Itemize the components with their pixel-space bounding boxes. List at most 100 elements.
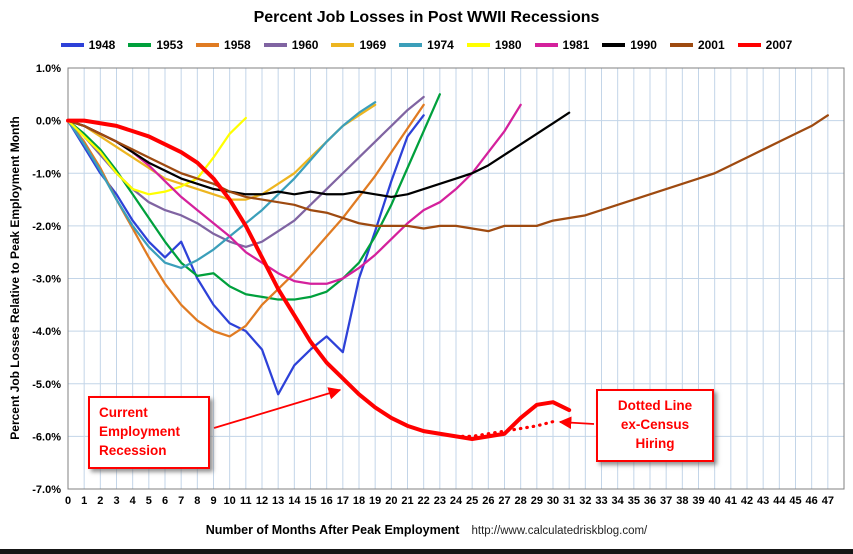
annotation-ex-census: Dotted Line ex-Census Hiring <box>596 389 714 462</box>
legend-label: 2001 <box>697 38 725 52</box>
series-1980-line <box>66 116 247 196</box>
x-tick-label: 21 <box>401 495 413 507</box>
series-1990-line <box>66 111 571 199</box>
legend-item-2001: 2001 <box>669 38 725 52</box>
x-tick-label: 23 <box>434 495 446 507</box>
x-tick-label: 44 <box>773 495 786 507</box>
x-tick-label: 11 <box>240 495 252 507</box>
x-tick-label: 15 <box>304 495 316 507</box>
legend-item-1958: 1958 <box>196 38 251 52</box>
x-tick-label: 38 <box>676 495 688 507</box>
x-tick-label: 4 <box>130 495 137 507</box>
y-tick-label: -2.0% <box>32 221 61 233</box>
x-tick-label: 16 <box>321 495 333 507</box>
legend-label: 1990 <box>630 38 657 52</box>
x-tick-label: 14 <box>288 495 301 507</box>
x-tick-label: 20 <box>385 495 397 507</box>
x-tick-label: 46 <box>806 495 818 507</box>
series-2007-line <box>66 118 572 442</box>
x-tick-label: 19 <box>369 495 381 507</box>
x-tick-label: 41 <box>725 495 737 507</box>
chart-title: Percent Job Losses in Post WWII Recessio… <box>253 9 600 26</box>
x-tick-label: 40 <box>709 495 721 507</box>
annotation-arrow <box>213 387 342 429</box>
x-tick-label: 8 <box>194 495 200 507</box>
x-tick-label: 2 <box>97 495 103 507</box>
legend-label: 1981 <box>562 38 590 52</box>
legend-item-1990: 1990 <box>602 38 657 52</box>
legend-label: 2007 <box>765 38 793 52</box>
x-tick-label: 13 <box>272 495 284 507</box>
y-tick-label: -1.0% <box>32 168 61 180</box>
x-tick-label: 7 <box>178 495 184 507</box>
legend: 1948 1953 1958 1960 1969 1974 1980 1981 1990 2001… <box>0 38 853 52</box>
series-1974-line <box>66 101 377 270</box>
legend-label: 1948 <box>88 38 116 52</box>
x-axis-row: Number of Months After Peak Employment ht… <box>0 521 853 539</box>
x-tick-label: 42 <box>741 495 753 507</box>
y-tick-label: 1.0% <box>36 63 61 75</box>
x-tick-label: 0 <box>65 495 71 507</box>
y-tick-label: -3.0% <box>32 274 61 286</box>
annotation-arrow <box>558 416 595 429</box>
legend-swatch <box>331 43 355 47</box>
series-1953-line <box>66 93 441 301</box>
x-tick-label: 1 <box>81 495 87 507</box>
x-tick-label: 12 <box>256 495 268 507</box>
x-tick-label: 43 <box>757 495 769 507</box>
x-tick-label: 28 <box>515 495 527 507</box>
legend-item-1948: 1948 <box>60 38 116 52</box>
y-tick-label: 0.0% <box>36 116 61 128</box>
legend-item-1974: 1974 <box>399 38 454 52</box>
x-tick-label: 18 <box>353 495 365 507</box>
y-tick-label: -5.0% <box>32 379 61 391</box>
x-tick-label: 24 <box>450 495 463 507</box>
x-tick-label: 33 <box>595 495 607 507</box>
x-tick-label: 35 <box>628 495 640 507</box>
legend-label: 1974 <box>427 38 454 52</box>
legend-swatch <box>60 43 84 47</box>
x-tick-label: 29 <box>531 495 543 507</box>
x-axis-title: Number of Months After Peak Employment <box>205 523 460 537</box>
x-tick-label: 25 <box>466 495 478 507</box>
legend-swatch <box>263 43 287 47</box>
x-tick-label: 27 <box>498 495 510 507</box>
legend-item-1980: 1980 <box>466 38 522 52</box>
bottom-bar <box>0 549 853 554</box>
y-tick-label: -4.0% <box>32 326 61 338</box>
x-tick-label: 5 <box>146 495 152 507</box>
legend-swatch <box>466 43 490 47</box>
legend-swatch <box>399 43 423 47</box>
legend-label: 1960 <box>291 38 319 52</box>
x-tick-label: 10 <box>224 495 236 507</box>
x-tick-label: 26 <box>482 495 494 507</box>
x-tick-label: 30 <box>547 495 559 507</box>
legend-swatch <box>602 43 626 47</box>
legend-swatch <box>669 43 693 47</box>
annotation-current-recession: Current Employment Recession <box>88 396 210 469</box>
y-tick-label: -6.0% <box>32 431 61 443</box>
legend-swatch <box>534 43 558 47</box>
plot-border <box>67 67 845 490</box>
x-tick-label: 3 <box>113 495 119 507</box>
x-tick-label: 34 <box>612 495 625 507</box>
x-tick-label: 45 <box>789 495 801 507</box>
legend-label: 1969 <box>359 38 387 52</box>
legend-item-1981: 1981 <box>534 38 590 52</box>
legend-label: 1958 <box>224 38 251 52</box>
x-tick-label: 32 <box>579 495 591 507</box>
x-tick-label: 47 <box>822 495 834 507</box>
x-tick-label: 36 <box>644 495 656 507</box>
x-tick-label: 37 <box>660 495 672 507</box>
legend-label: 1980 <box>494 38 522 52</box>
y-axis-title: Percent Job Losses Relative to Peak Empl… <box>8 116 22 440</box>
legend-swatch <box>128 43 152 47</box>
x-tick-label: 39 <box>692 495 704 507</box>
x-tick-label: 6 <box>162 495 168 507</box>
legend-item-1960: 1960 <box>263 38 319 52</box>
x-tick-label: 9 <box>210 495 216 507</box>
x-tick-label: 22 <box>418 495 430 507</box>
source-url: http://www.calculatedriskblog.com/ <box>471 525 648 537</box>
